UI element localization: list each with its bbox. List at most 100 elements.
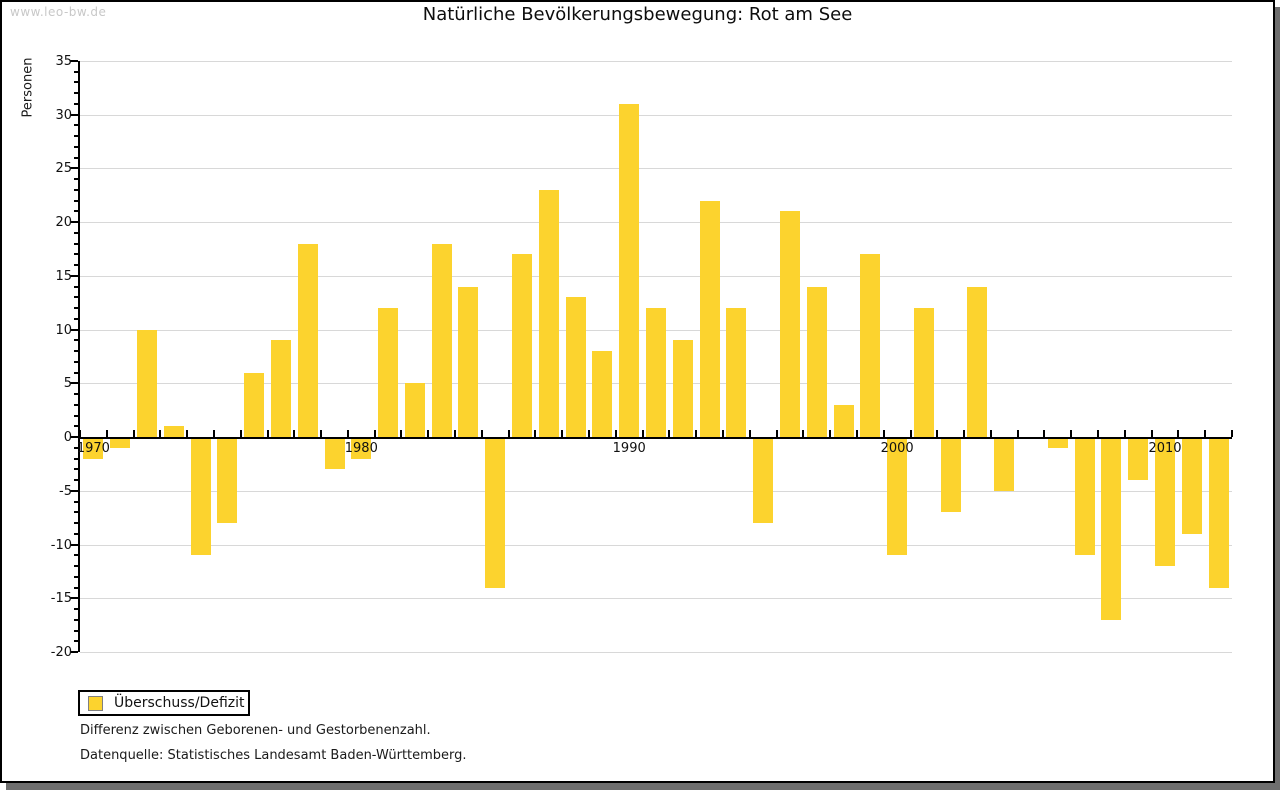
- y-major-tick-35: [70, 60, 78, 62]
- x-tick-11: [373, 430, 376, 438]
- x-tick-24: [721, 430, 724, 438]
- y-minor-tick-21: [74, 210, 78, 213]
- y-minor-tick-32: [74, 92, 78, 95]
- gridline-35: [80, 61, 1232, 62]
- x-tick-39: [1123, 430, 1126, 438]
- y-minor-tick--1: [74, 446, 78, 449]
- bar-2007: [1074, 439, 1095, 556]
- y-axis-line: [78, 61, 80, 652]
- legend: Überschuss/Defizit: [78, 690, 250, 716]
- bar-1981: [378, 308, 399, 438]
- x-tick-27: [802, 430, 805, 438]
- footnote-definition: Differenz zwischen Geborenen- und Gestor…: [80, 723, 431, 738]
- y-minor-tick--17: [74, 618, 78, 621]
- bar-1980: [351, 439, 372, 459]
- y-minor-tick-18: [74, 242, 78, 245]
- y-minor-tick-28: [74, 135, 78, 138]
- y-minor-tick--4: [74, 479, 78, 482]
- y-minor-tick-22: [74, 199, 78, 202]
- y-minor-tick-24: [74, 178, 78, 181]
- x-tick-40: [1150, 430, 1153, 438]
- y-minor-tick-29: [74, 124, 78, 127]
- x-tick-4: [186, 430, 189, 438]
- y-axis-tick-label-10: 10: [55, 322, 72, 338]
- y-minor-tick--9: [74, 532, 78, 535]
- x-tick-31: [909, 430, 912, 438]
- y-minor-tick-23: [74, 188, 78, 191]
- bar-1984: [458, 286, 479, 438]
- y-major-tick-25: [70, 167, 78, 170]
- x-tick-37: [1070, 430, 1073, 438]
- x-tick-42: [1204, 430, 1207, 438]
- x-tick-16: [507, 430, 510, 438]
- y-minor-tick-7: [74, 360, 78, 363]
- gridline-20: [80, 222, 1232, 224]
- gridline--5: [80, 490, 1232, 492]
- bar-2012: [1208, 439, 1229, 588]
- x-tick-35: [1016, 430, 1019, 438]
- bar-1976: [244, 372, 265, 438]
- x-tick-19: [588, 430, 591, 438]
- x-tick-5: [212, 430, 215, 438]
- x-axis-label-1970: 1970: [76, 441, 110, 457]
- x-tick-23: [695, 430, 698, 438]
- plot-area: -20 -15 -10 -5 0 5 10 15 20 25 30 35 1970 1980 1990 200…: [51, 54, 1233, 660]
- bar-2002: [940, 439, 961, 513]
- y-minor-tick-14: [74, 285, 78, 288]
- y-minor-tick--7: [74, 511, 78, 514]
- x-tick-1: [105, 430, 108, 438]
- bar-1996: [779, 211, 800, 438]
- bar-1970: [83, 439, 104, 459]
- bar-1978: [297, 243, 318, 438]
- y-major-tick--15: [70, 597, 78, 600]
- x-axis-label-1980: 1980: [344, 441, 378, 457]
- x-tick-20: [614, 430, 617, 438]
- y-major-tick-0: [70, 436, 78, 439]
- y-minor-tick--3: [74, 468, 78, 471]
- y-minor-tick-1: [74, 425, 78, 428]
- x-tick-17: [534, 430, 537, 438]
- bar-2001: [913, 308, 934, 438]
- bar-1979: [324, 439, 345, 470]
- bar-1975: [217, 439, 238, 524]
- y-minor-tick--14: [74, 586, 78, 589]
- x-tick-26: [775, 430, 778, 438]
- x-tick-3: [159, 430, 162, 438]
- bar-1973: [163, 426, 184, 438]
- y-minor-tick--6: [74, 500, 78, 503]
- x-tick-36: [1043, 430, 1046, 438]
- bar-1991: [646, 308, 666, 438]
- y-minor-tick-9: [74, 339, 78, 342]
- y-minor-tick-19: [74, 231, 78, 234]
- bar-2011: [1181, 439, 1202, 534]
- bar-1986: [512, 254, 533, 438]
- x-tick-13: [427, 430, 430, 438]
- x-tick-30: [882, 430, 885, 438]
- y-major-tick--5: [70, 489, 78, 492]
- bar-2010: [1155, 439, 1176, 567]
- x-tick-38: [1097, 430, 1100, 438]
- y-minor-tick--13: [74, 575, 78, 578]
- bar-1988: [565, 297, 586, 438]
- x-tick-8: [293, 430, 296, 438]
- bar-1990: [619, 103, 640, 438]
- y-axis-tick-label-30: 30: [55, 107, 72, 123]
- y-axis-tick-label-5: 5: [63, 376, 72, 392]
- x-tick-12: [400, 430, 403, 438]
- bar-1977: [270, 340, 291, 438]
- x-tick-25: [748, 430, 751, 438]
- y-minor-tick--16: [74, 608, 78, 611]
- bar-1989: [592, 351, 613, 438]
- bar-1982: [404, 383, 425, 438]
- bar-1971: [110, 439, 131, 448]
- legend-swatch: [88, 695, 103, 711]
- y-axis-tick-label-15: 15: [55, 268, 72, 284]
- y-minor-tick--8: [74, 522, 78, 525]
- y-major-tick-15: [70, 274, 78, 277]
- y-axis-tick-label--10: -10: [50, 537, 72, 553]
- y-major-tick-30: [70, 113, 78, 116]
- y-axis-tick-label-35: 35: [55, 54, 72, 69]
- y-minor-tick-27: [74, 145, 78, 148]
- gridline--20: [80, 652, 1232, 653]
- x-tick-14: [454, 430, 457, 438]
